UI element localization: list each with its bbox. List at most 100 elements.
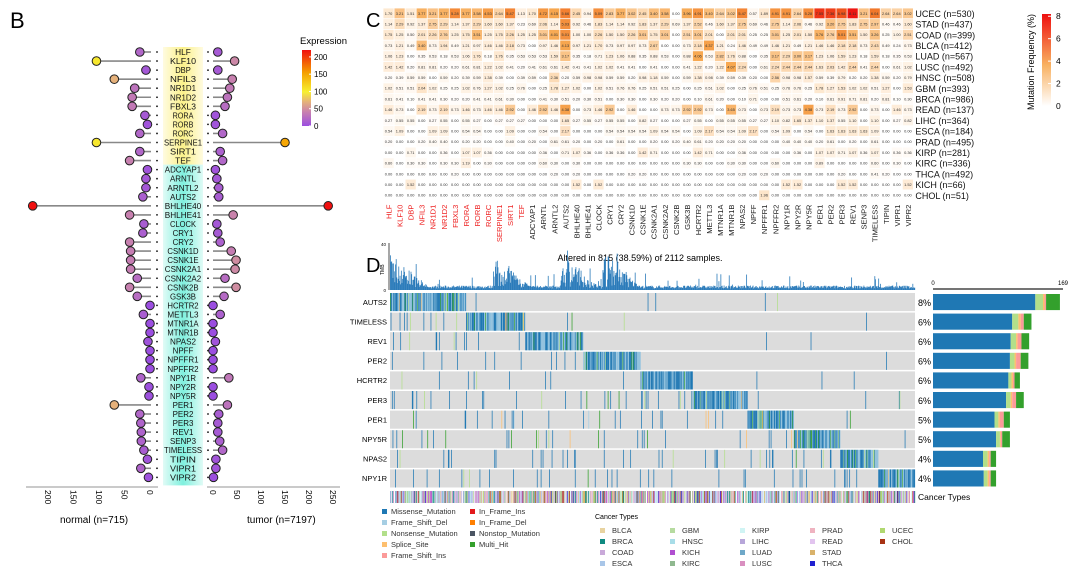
mutation-cell: [449, 293, 451, 312]
heatmap-cell: [869, 126, 880, 136]
heatmap-cell: [670, 8, 681, 19]
mutation-cell: [435, 332, 437, 351]
heatmap-cell-value: 2.75: [860, 21, 868, 26]
heatmap-cell-value: 0.00: [517, 96, 525, 101]
heatmap-cell-value: 0.00: [385, 171, 393, 176]
heatmap-cell: [394, 136, 405, 147]
tmb-bar: [475, 288, 476, 290]
mutation-cell: [638, 351, 640, 370]
mutation-bar-segment: [983, 470, 988, 487]
cancer-type-cell: [648, 491, 650, 503]
tmb-bar: [817, 285, 818, 290]
mutation-cell: [886, 351, 887, 370]
mutation-cell: [671, 371, 673, 390]
heatmap-cell: [504, 115, 516, 126]
mutation-cell: [560, 332, 562, 351]
cancer-type-cell: [413, 491, 415, 503]
cancer-type-cell: [604, 491, 606, 503]
cancer-type-cell: [870, 491, 872, 503]
tmb-bar: [643, 288, 645, 290]
tumor-point: [211, 454, 221, 465]
heatmap-cell-value: 0.39: [462, 75, 470, 80]
cancer-legend-swatch: [810, 539, 815, 544]
heatmap-cell-value: 0.36: [584, 150, 592, 155]
heatmap-cell: [670, 168, 681, 179]
heatmap-cell: [593, 179, 604, 190]
heatmap-cell-value: 1.07: [849, 150, 857, 155]
mutation-cell: [802, 430, 804, 449]
heatmap-cell-value: 4.91: [783, 11, 791, 16]
heatmap-cell: [471, 115, 483, 126]
tumor-point: [210, 164, 221, 175]
tmb-bar: [393, 271, 395, 290]
mutation-cell: [723, 391, 724, 410]
mutation-cell: [846, 410, 848, 429]
cancer-type-cell: [893, 491, 895, 503]
mutation-cell: [547, 332, 548, 351]
cancer-type-cell: [685, 491, 687, 503]
mutation-cell: [493, 312, 495, 331]
heatmap-cell: [549, 94, 560, 104]
mutation-cell: [393, 391, 395, 410]
cancer-type-cell: [805, 491, 807, 503]
group-band-cyan: [163, 164, 203, 486]
tmb-bar: [809, 287, 811, 290]
mutation-cell: [891, 469, 892, 488]
heatmap-cell: [493, 104, 505, 115]
cancer-type-cell: [424, 491, 425, 503]
tmb-bar: [675, 287, 677, 290]
heatmap-cell-value: 0.94: [584, 11, 592, 16]
heatmap-cell-value: 0.54: [672, 128, 680, 133]
cancer-type-cell: [657, 491, 659, 503]
heatmap-cell-value: 0.20: [562, 75, 570, 80]
mutation-cell: [777, 293, 778, 312]
heatmap-cell: [571, 147, 582, 158]
tmb-bar: [563, 274, 565, 290]
normal-point: [135, 128, 145, 139]
mutation-cell: [654, 371, 656, 390]
heatmap-cell-value: 0.30: [418, 161, 426, 166]
cancer-type-cell: [763, 491, 765, 503]
heatmap-cell: [803, 83, 814, 94]
heatmap-cell-value: 0.25: [539, 86, 547, 91]
mutation-cell: [641, 371, 643, 390]
heatmap-cell-value: 0.00: [694, 171, 702, 176]
cancer-type-cell: [782, 491, 784, 503]
heatmap-cell: [703, 158, 715, 169]
mutation-cell: [552, 430, 554, 449]
mutation-cell: [795, 449, 797, 468]
heatmap-cell-value: 0.54: [462, 128, 470, 133]
heatmap-cell-value: 0.00: [539, 193, 547, 198]
heatmap-cell: [438, 179, 449, 190]
mutation-cell: [538, 332, 539, 351]
mutation-cell: [910, 469, 912, 488]
mutation-cell: [473, 312, 475, 331]
heatmap-cell: [560, 147, 571, 158]
heatmap-cell-value: 0.76: [628, 86, 636, 91]
heatmap-cell-value: 0.20: [716, 96, 724, 101]
heatmap-cell-value: 2.06: [794, 21, 802, 26]
heatmap-cell-value: 0.51: [595, 96, 603, 101]
heatmap-cell-value: 0.73: [705, 107, 713, 112]
heatmap-cell: [460, 72, 471, 83]
cancer-type-cell: [643, 491, 644, 503]
mutation-cell: [691, 391, 693, 410]
heatmap-cell-value: 0.54: [639, 128, 647, 133]
heatmap-cell: [825, 158, 836, 169]
heatmap-cell-value: 1.94: [440, 43, 448, 48]
heatmap-cell: [383, 94, 394, 104]
mutation-cell: [521, 312, 523, 331]
heatmap-cell: [394, 104, 405, 115]
tmb-bar: [605, 286, 607, 290]
mutation-cell: [629, 351, 631, 370]
mutation-cell: [748, 410, 749, 429]
heatmap-cell: [538, 40, 549, 51]
heatmap-cell: [770, 158, 781, 169]
tmb-bar: [892, 285, 894, 290]
cancer-type-cell: [825, 491, 827, 503]
tmb-bar: [886, 287, 887, 290]
cancer-type-cell: [901, 491, 903, 503]
mutation-cell: [778, 410, 780, 429]
heatmap-column-label: NPY2R: [793, 204, 802, 230]
cancer-type-cell: [397, 491, 398, 503]
